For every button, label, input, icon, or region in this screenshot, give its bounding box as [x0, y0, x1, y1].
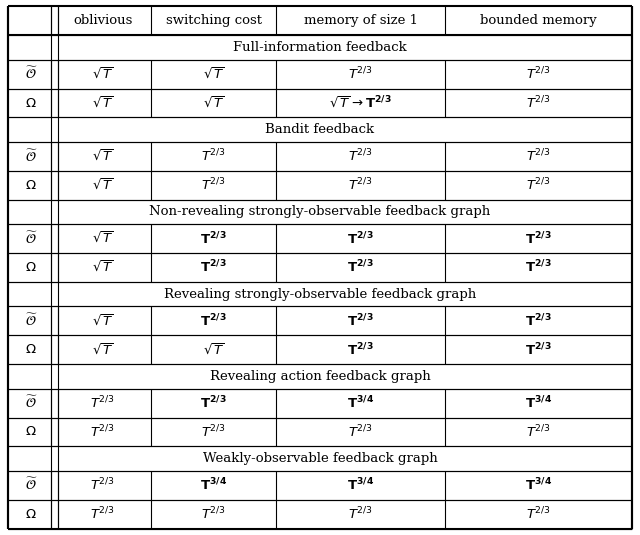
Text: Revealing action feedback graph: Revealing action feedback graph [210, 370, 430, 383]
Text: $\sqrt{T}$: $\sqrt{T}$ [203, 95, 225, 111]
Text: $\widetilde{\mathcal{O}}$: $\widetilde{\mathcal{O}}$ [24, 313, 38, 329]
Text: $\mathbf{T^{2/3}}$: $\mathbf{T^{2/3}}$ [348, 231, 374, 247]
Text: $\mathbf{T^{3/4}}$: $\mathbf{T^{3/4}}$ [525, 477, 552, 494]
Text: $\widetilde{\mathcal{O}}$: $\widetilde{\mathcal{O}}$ [24, 395, 38, 411]
Text: $T^{2/3}$: $T^{2/3}$ [348, 506, 373, 523]
Text: Weakly-observable feedback graph: Weakly-observable feedback graph [203, 452, 437, 465]
Text: $T^{2/3}$: $T^{2/3}$ [526, 148, 551, 165]
Text: $T^{2/3}$: $T^{2/3}$ [90, 424, 115, 440]
Text: $\mathbf{T^{2/3}}$: $\mathbf{T^{2/3}}$ [525, 312, 552, 329]
Text: $\mathbf{T^{2/3}}$: $\mathbf{T^{2/3}}$ [200, 231, 227, 247]
Text: $\sqrt{T}$: $\sqrt{T}$ [203, 342, 225, 357]
Text: $\widetilde{\mathcal{O}}$: $\widetilde{\mathcal{O}}$ [24, 148, 38, 165]
Text: switching cost: switching cost [166, 14, 262, 27]
Text: $\mathbf{T^{2/3}}$: $\mathbf{T^{2/3}}$ [348, 341, 374, 358]
Text: $\mathbf{T^{3/4}}$: $\mathbf{T^{3/4}}$ [525, 395, 552, 411]
Text: $\mathbf{T^{3/4}}$: $\mathbf{T^{3/4}}$ [347, 395, 374, 411]
Text: $\mathbf{T^{2/3}}$: $\mathbf{T^{2/3}}$ [525, 231, 552, 247]
Text: Non-revealing strongly-observable feedback graph: Non-revealing strongly-observable feedba… [149, 205, 491, 218]
Text: $\widetilde{\mathcal{O}}$: $\widetilde{\mathcal{O}}$ [24, 231, 38, 247]
Text: $T^{2/3}$: $T^{2/3}$ [348, 148, 373, 165]
Text: $\Omega$: $\Omega$ [26, 96, 37, 110]
Text: $\sqrt{T}$: $\sqrt{T}$ [92, 260, 114, 275]
Text: $\widetilde{\mathcal{O}}$: $\widetilde{\mathcal{O}}$ [24, 66, 38, 82]
Text: $T^{2/3}$: $T^{2/3}$ [526, 506, 551, 523]
Text: $\sqrt{T}$: $\sqrt{T}$ [92, 178, 114, 193]
Text: $T^{2/3}$: $T^{2/3}$ [526, 424, 551, 440]
Text: $T^{2/3}$: $T^{2/3}$ [526, 66, 551, 82]
Text: $\mathbf{T^{3/4}}$: $\mathbf{T^{3/4}}$ [200, 477, 227, 494]
Text: Bandit feedback: Bandit feedback [266, 123, 374, 136]
Text: $T^{2/3}$: $T^{2/3}$ [90, 395, 115, 411]
Text: $T^{2/3}$: $T^{2/3}$ [526, 177, 551, 194]
Text: $\mathbf{T^{2/3}}$: $\mathbf{T^{2/3}}$ [348, 312, 374, 329]
Text: $\mathbf{T^{2/3}}$: $\mathbf{T^{2/3}}$ [200, 395, 227, 411]
Text: $T^{2/3}$: $T^{2/3}$ [348, 424, 373, 440]
Text: $T^{2/3}$: $T^{2/3}$ [526, 95, 551, 111]
Text: $\Omega$: $\Omega$ [26, 179, 37, 192]
Text: $\mathbf{T^{2/3}}$: $\mathbf{T^{2/3}}$ [525, 259, 552, 276]
Text: $\Omega$: $\Omega$ [26, 261, 37, 274]
Text: bounded memory: bounded memory [480, 14, 597, 27]
Text: $\Omega$: $\Omega$ [26, 425, 37, 439]
Text: $\Omega$: $\Omega$ [26, 343, 37, 356]
Text: $T^{2/3}$: $T^{2/3}$ [348, 66, 373, 82]
Text: $T^{2/3}$: $T^{2/3}$ [201, 148, 227, 165]
Text: $\sqrt{T}$: $\sqrt{T}$ [92, 342, 114, 357]
Text: $\mathbf{T^{2/3}}$: $\mathbf{T^{2/3}}$ [348, 259, 374, 276]
Text: $\sqrt{T}$: $\sqrt{T}$ [203, 67, 225, 82]
Text: $\sqrt{T}$: $\sqrt{T}$ [92, 149, 114, 164]
Text: $\mathbf{T^{2/3}}$: $\mathbf{T^{2/3}}$ [200, 312, 227, 329]
Text: $T^{2/3}$: $T^{2/3}$ [201, 506, 227, 523]
Text: $T^{2/3}$: $T^{2/3}$ [348, 177, 373, 194]
Text: $\mathbf{T^{2/3}}$: $\mathbf{T^{2/3}}$ [200, 259, 227, 276]
Text: Full-information feedback: Full-information feedback [233, 41, 407, 54]
Text: $T^{2/3}$: $T^{2/3}$ [201, 424, 227, 440]
Text: $\sqrt{T}$: $\sqrt{T}$ [92, 314, 114, 328]
Text: $T^{2/3}$: $T^{2/3}$ [90, 477, 115, 494]
Text: $\sqrt{T}$: $\sqrt{T}$ [92, 67, 114, 82]
Text: $\sqrt{T}$: $\sqrt{T}$ [92, 95, 114, 111]
Text: $\Omega$: $\Omega$ [26, 508, 37, 521]
Text: $\sqrt{T}$: $\sqrt{T}$ [92, 231, 114, 246]
Text: $T^{2/3}$: $T^{2/3}$ [90, 506, 115, 523]
Text: memory of size 1: memory of size 1 [303, 14, 418, 27]
Text: oblivious: oblivious [73, 14, 132, 27]
Text: $\mathbf{T^{3/4}}$: $\mathbf{T^{3/4}}$ [347, 477, 374, 494]
Text: $T^{2/3}$: $T^{2/3}$ [201, 177, 227, 194]
Text: $\widetilde{\mathcal{O}}$: $\widetilde{\mathcal{O}}$ [24, 477, 38, 493]
Text: $\sqrt{T} \rightarrow \mathbf{T^{2/3}}$: $\sqrt{T} \rightarrow \mathbf{T^{2/3}}$ [329, 95, 392, 111]
Text: $\mathbf{T^{2/3}}$: $\mathbf{T^{2/3}}$ [525, 341, 552, 358]
Text: Revealing strongly-observable feedback graph: Revealing strongly-observable feedback g… [164, 288, 476, 301]
